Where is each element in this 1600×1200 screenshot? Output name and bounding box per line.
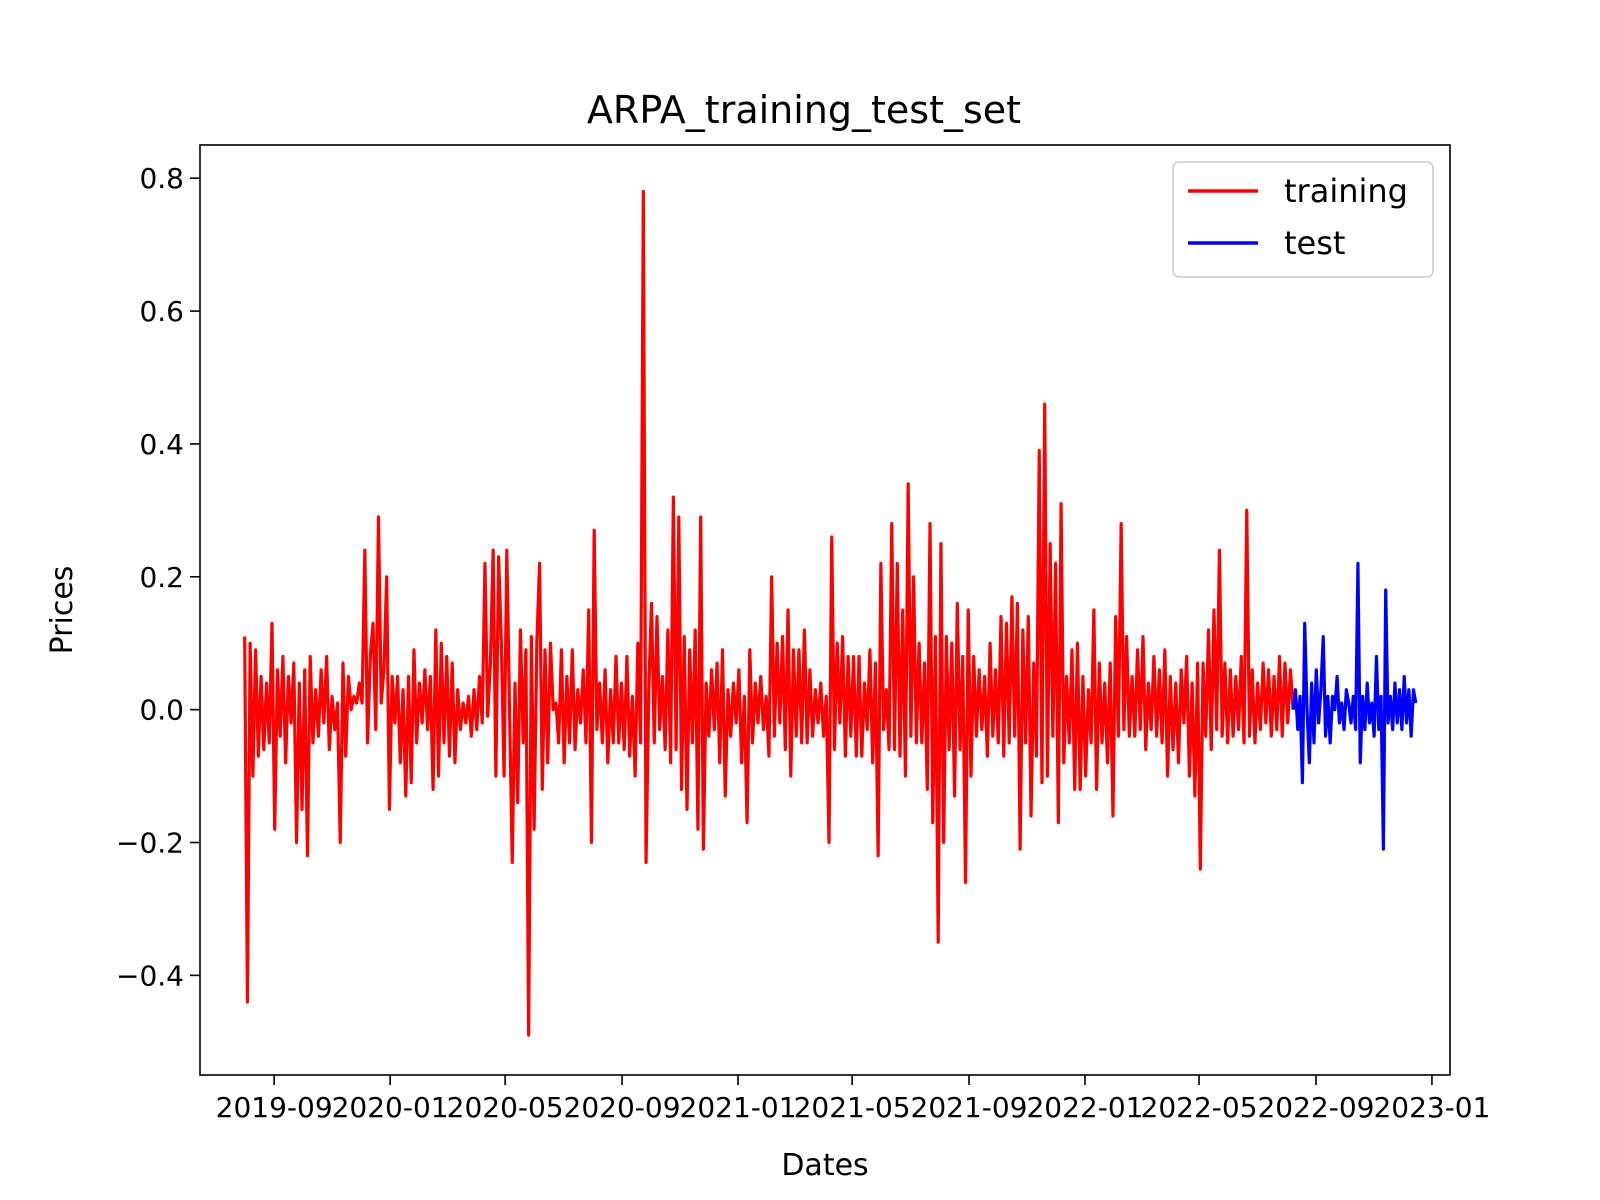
x-tick-label: 2021-05 — [794, 1091, 911, 1124]
x-tick-label: 2023-01 — [1373, 1091, 1490, 1124]
x-tick-label: 2021-09 — [911, 1091, 1028, 1124]
x-tick-label: 2022-05 — [1141, 1091, 1258, 1124]
y-tick-label: −0.4 — [116, 959, 184, 992]
x-tick-label: 2020-09 — [564, 1091, 681, 1124]
legend-label-training: training — [1284, 172, 1408, 210]
x-tick-label: 2019-09 — [216, 1091, 333, 1124]
y-tick-label: 0.0 — [139, 694, 184, 727]
legend-label-test: test — [1284, 224, 1345, 262]
y-tick-label: 0.6 — [139, 295, 184, 328]
y-tick-label: 0.8 — [139, 162, 184, 195]
x-tick-label: 2022-09 — [1257, 1091, 1374, 1124]
y-axis-label: Prices — [45, 566, 80, 655]
x-tick-label: 2021-01 — [680, 1091, 797, 1124]
x-axis-label: Dates — [781, 1148, 868, 1183]
plot-frame — [199, 144, 1451, 1076]
x-tick-label: 2020-01 — [332, 1091, 449, 1124]
x-tick-label: 2022-01 — [1026, 1091, 1143, 1124]
chart-title: ARPA_training_test_set — [587, 88, 1021, 132]
legend: training test — [1172, 161, 1434, 278]
x-tick-label: 2020-05 — [447, 1091, 564, 1124]
y-tick-label: 0.2 — [139, 561, 184, 594]
y-axis: −0.4 −0.2 0.0 0.2 0.4 0.6 0.8 — [116, 162, 200, 992]
series-layer — [243, 189, 1418, 1037]
y-tick-label: −0.2 — [116, 827, 184, 860]
series-line-training — [243, 189, 1295, 1037]
series-line-test — [1291, 561, 1418, 851]
y-tick-label: 0.4 — [139, 428, 184, 461]
